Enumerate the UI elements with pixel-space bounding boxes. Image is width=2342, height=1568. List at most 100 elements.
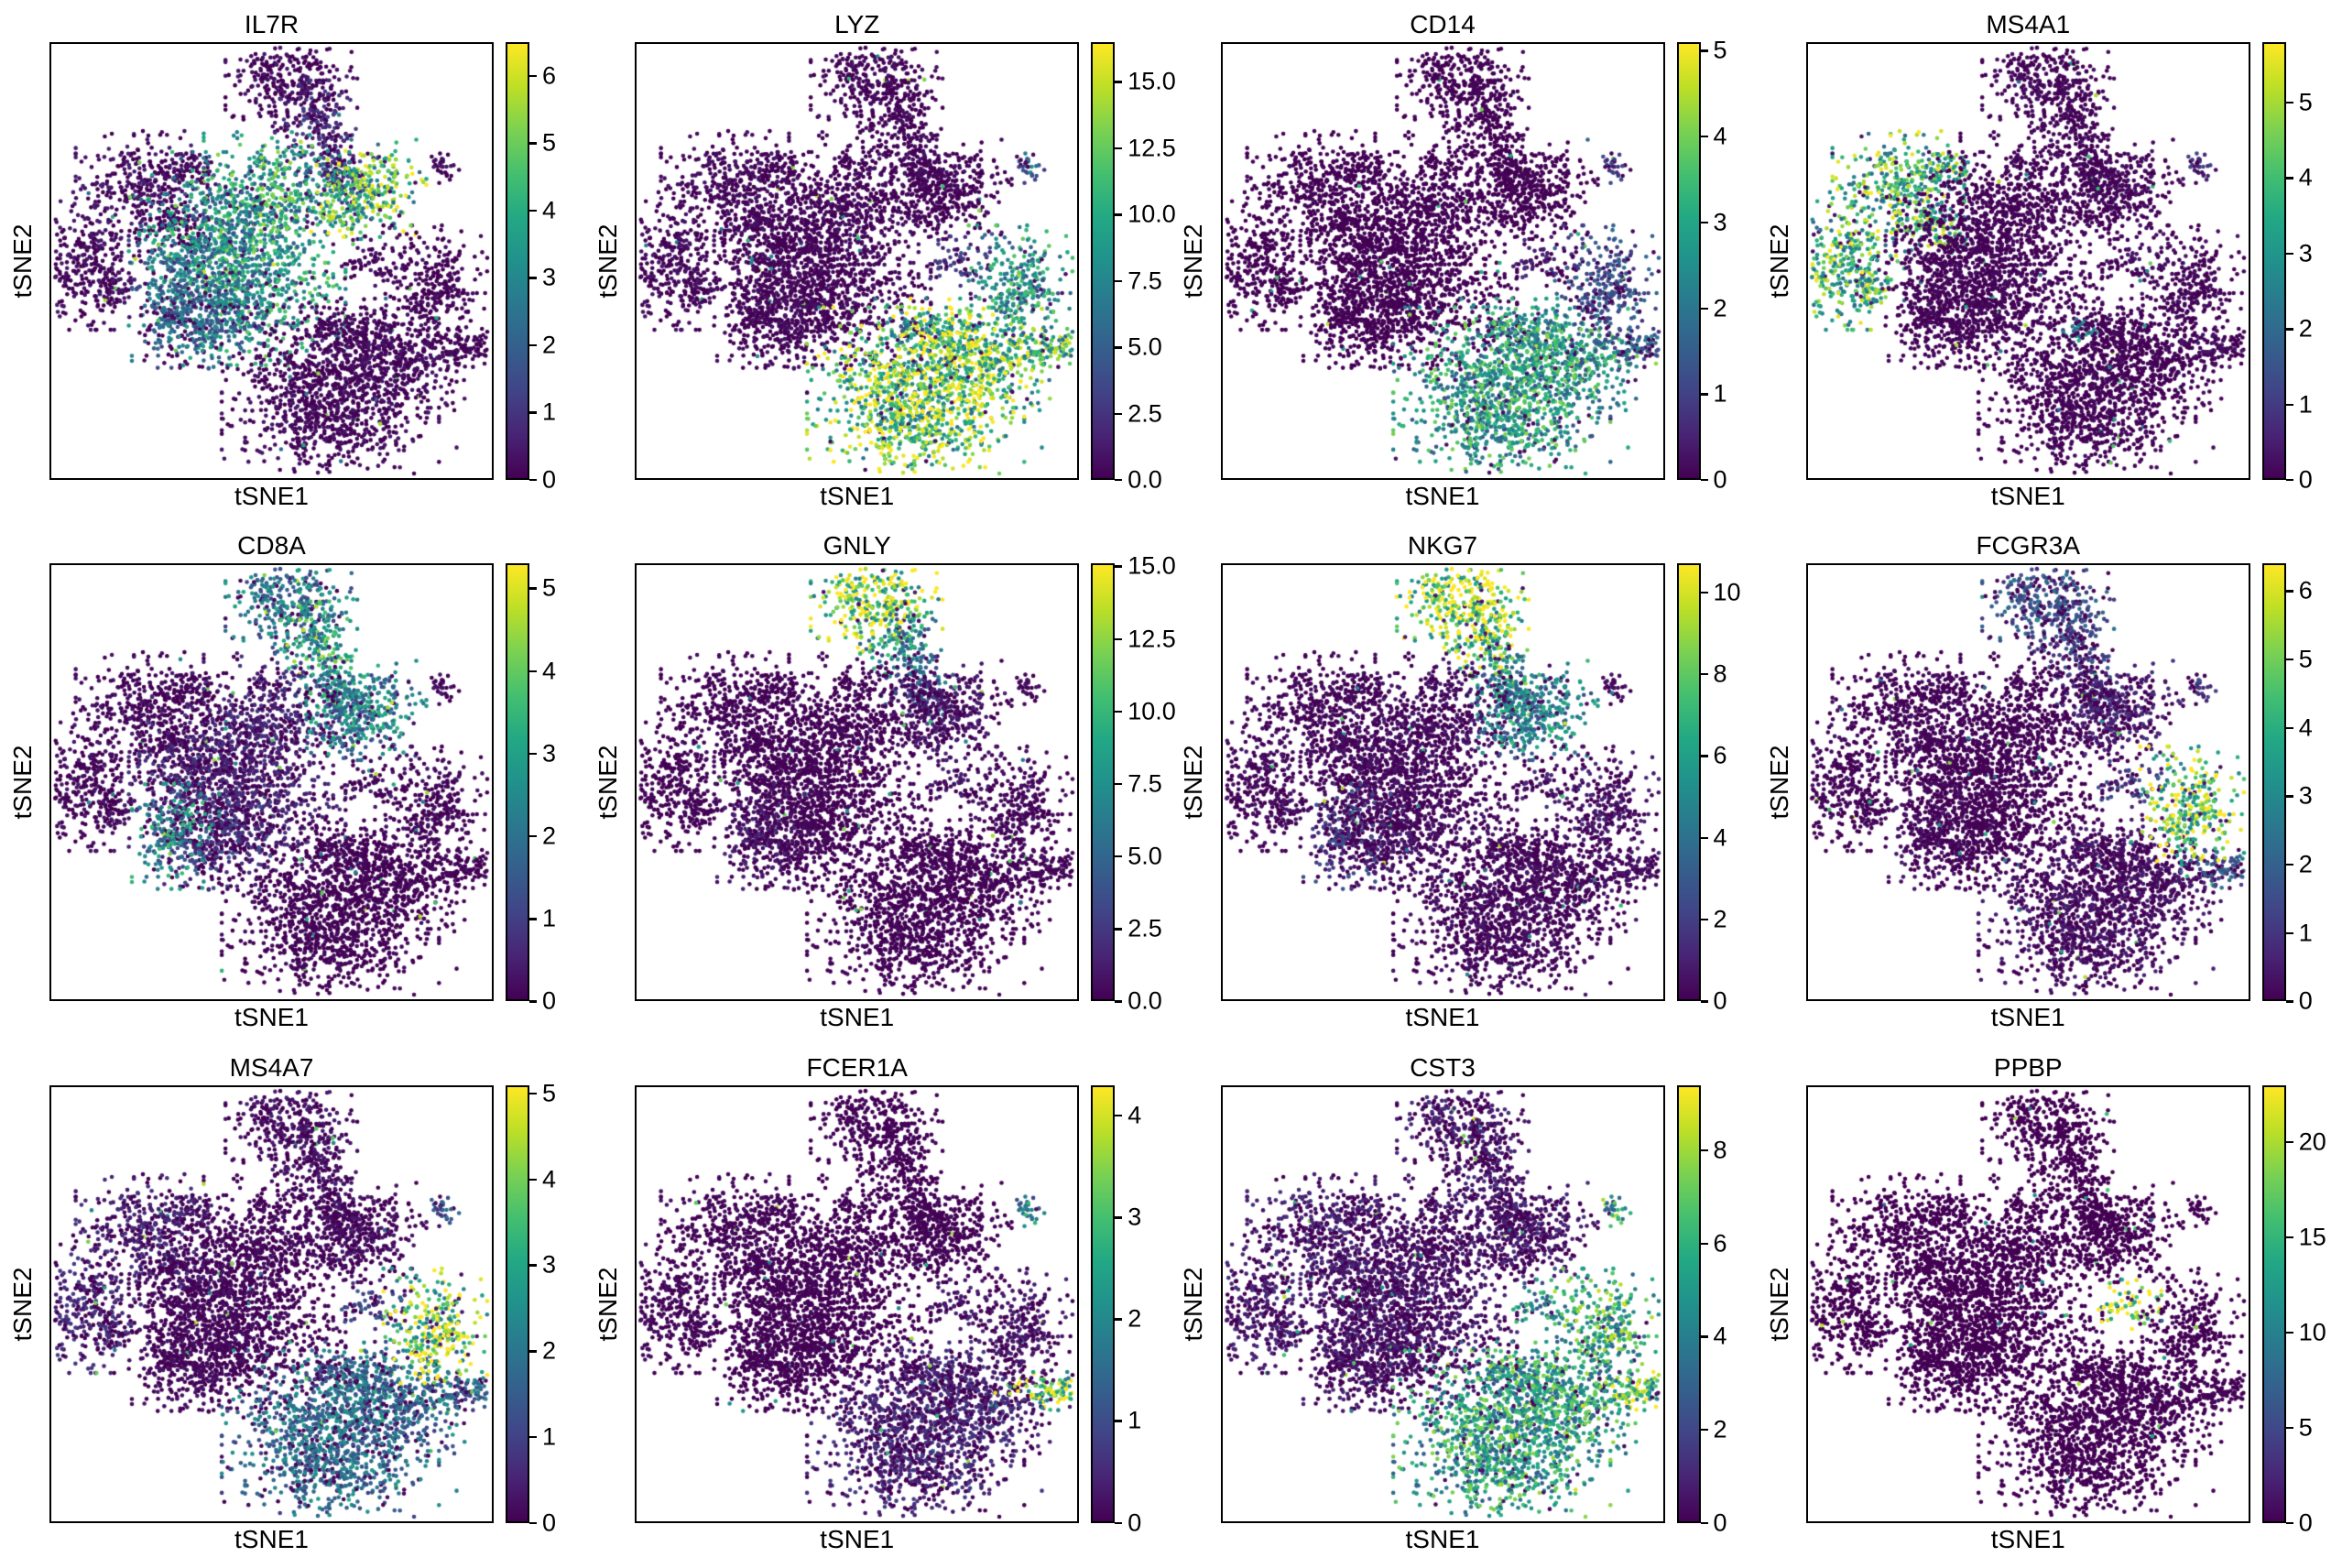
colorbar-tick-mark <box>1700 221 1708 224</box>
colorbar-tick-mark <box>1115 1420 1123 1422</box>
colorbar-ticks: 0 5 10 15 20 <box>2285 1085 2342 1536</box>
tsne-plot-area <box>1805 1084 2250 1523</box>
y-axis-label: tSNE2 <box>594 1267 623 1342</box>
colorbar-ticks: 0 1 2 3 4 5 <box>1700 37 1778 494</box>
panel-body: tSNE2 0.0 2.5 5.0 7.5 10.0 12.5 15.0 <box>585 552 1176 1015</box>
y-axis-label-column: tSNE2 <box>585 1085 635 1523</box>
colorbar-tick-label: 5 <box>2298 645 2313 673</box>
colorbar-tick-label: 3 <box>1713 208 1727 236</box>
colorbar-ticks: 0.0 2.5 5.0 7.5 10.0 12.5 15.0 <box>1115 42 1192 494</box>
colorbar-tick-mark <box>1115 1318 1123 1321</box>
colorbar-tick-label: 5 <box>542 128 557 157</box>
colorbar-tick-label: 2.5 <box>1127 914 1162 942</box>
colorbar: 0 5 10 15 20 <box>2261 1084 2326 1536</box>
colorbar-tick-mark <box>1115 565 1123 568</box>
x-axis-label: tSNE1 <box>820 1524 895 1553</box>
colorbar-tick-mark <box>2285 1000 2293 1003</box>
colorbar-tick-mark <box>529 918 537 920</box>
colorbar-tick-label: 10.0 <box>1127 697 1176 725</box>
y-axis-label-column: tSNE2 <box>585 42 635 480</box>
colorbar-tick-label: 3 <box>2298 239 2313 267</box>
colorbar-tick-label: 1 <box>542 904 557 932</box>
colorbar-tick-label: 0 <box>542 1508 557 1537</box>
colorbar-tick-label: 6 <box>542 61 557 90</box>
colorbar-gradient <box>2261 1084 2286 1523</box>
tsne-scatter-canvas <box>637 1086 1078 1521</box>
colorbar-tick-mark <box>2285 1521 2293 1525</box>
tsne-scatter-canvas <box>637 565 1078 1000</box>
colorbar-tick-label: 2 <box>1127 1304 1142 1333</box>
colorbar-tick-mark <box>529 479 537 482</box>
tsne-scatter-canvas <box>51 44 492 478</box>
tsne-scatter-canvas <box>1807 565 2249 1000</box>
colorbar-tick-label: 0 <box>1713 986 1727 1015</box>
colorbar: 0 1 2 3 4 5 <box>506 1080 556 1536</box>
colorbar-tick-label: 4 <box>542 196 557 224</box>
feature-panel: IL7R tSNE2 0 1 2 3 4 5 6 tSNE1 <box>0 4 585 525</box>
colorbar-tick-label: 12.5 <box>1127 134 1176 162</box>
colorbar-tick-label: 0 <box>542 986 557 1015</box>
x-axis-label: tSNE1 <box>1990 482 2065 510</box>
colorbar-tick-mark <box>1115 412 1123 415</box>
colorbar-tick-label: 0 <box>542 465 557 494</box>
y-axis-label: tSNE2 <box>1179 1267 1208 1342</box>
y-axis-label-column: tSNE2 <box>1171 42 1221 480</box>
feature-panel: MS4A7 tSNE2 0 1 2 3 4 5 tSNE1 <box>0 1047 585 1568</box>
colorbar-tick-label: 0 <box>1713 1508 1727 1537</box>
colorbar-tick-mark <box>529 834 537 838</box>
colorbar-tick-mark <box>1700 136 1708 138</box>
colorbar-tick-mark <box>1700 918 1708 921</box>
colorbar-tick-mark <box>1115 147 1123 150</box>
y-axis-label: tSNE2 <box>1764 745 1793 820</box>
x-axis-label: tSNE1 <box>1405 1524 1480 1553</box>
colorbar-tick-label: 0 <box>2298 465 2313 494</box>
y-axis-label: tSNE2 <box>594 223 623 299</box>
colorbar-tick-label: 4 <box>2298 713 2313 742</box>
colorbar-gradient <box>506 563 529 1002</box>
y-axis-label-column: tSNE2 <box>1171 1085 1221 1523</box>
panel-title-gene-name: MS4A7 <box>229 1052 314 1082</box>
colorbar-tick-label: 4 <box>1713 823 1727 852</box>
colorbar-tick-mark <box>529 670 537 672</box>
colorbar-tick-label: 4 <box>542 1165 557 1193</box>
colorbar: 0 1 2 3 4 5 6 <box>2261 563 2313 1015</box>
x-axis-label: tSNE1 <box>1405 1003 1480 1032</box>
y-axis-label-column: tSNE2 <box>1757 563 1806 1001</box>
colorbar-tick-mark <box>529 1000 537 1003</box>
colorbar-tick-label: 0.0 <box>1127 465 1162 494</box>
colorbar-tick-mark <box>529 1093 537 1095</box>
panel-title-gene-name: MS4A1 <box>1986 10 2071 38</box>
colorbar-tick-label: 4 <box>542 657 557 685</box>
colorbar-tick-label: 5 <box>2298 88 2313 116</box>
x-axis-label: tSNE1 <box>1990 1524 2065 1553</box>
colorbar-tick-label: 1 <box>2298 390 2313 419</box>
tsne-scatter-canvas <box>1222 1086 1663 1521</box>
colorbar: 0 2 4 6 8 10 <box>1676 563 1741 1015</box>
colorbar-tick-label: 10 <box>2298 1318 2326 1346</box>
colorbar-tick-mark <box>1115 279 1123 283</box>
panel-body: tSNE2 0 1 2 3 4 5 6 <box>0 42 585 494</box>
colorbar-tick-mark <box>2285 931 2293 935</box>
tsne-plot-area <box>49 563 494 1002</box>
colorbar-tick-mark <box>529 209 537 212</box>
x-axis-label: tSNE1 <box>234 482 309 510</box>
colorbar-tick-mark <box>529 587 537 590</box>
colorbar-tick-mark <box>2285 658 2293 661</box>
y-axis-label: tSNE2 <box>594 745 623 820</box>
colorbar-tick-mark <box>2285 252 2293 256</box>
colorbar-tick-mark <box>2285 726 2293 729</box>
panel-title-gene-name: CD8A <box>237 531 306 561</box>
y-axis-label: tSNE2 <box>1764 223 1793 299</box>
colorbar-tick-mark <box>2285 177 2293 180</box>
colorbar-tick-mark <box>1115 479 1123 482</box>
feature-panel: CST3 tSNE2 0 2 4 6 8 tSNE1 <box>1171 1047 1757 1568</box>
colorbar-tick-label: 1 <box>2298 919 2313 947</box>
colorbar-tick-mark <box>1700 1335 1708 1338</box>
feature-panel: NKG7 tSNE2 0 2 4 6 8 10 tSNE1 <box>1171 525 1757 1046</box>
colorbar-tick-mark <box>2285 863 2293 866</box>
feature-panel: FCGR3A tSNE2 0 1 2 3 4 5 6 tSNE1 <box>1757 525 2342 1046</box>
colorbar-tick-mark <box>1115 928 1123 931</box>
x-axis-label: tSNE1 <box>234 1003 309 1032</box>
colorbar-ticks: 0 1 2 3 4 5 6 <box>2285 563 2342 1015</box>
colorbar-tick-label: 15.0 <box>1127 67 1176 95</box>
